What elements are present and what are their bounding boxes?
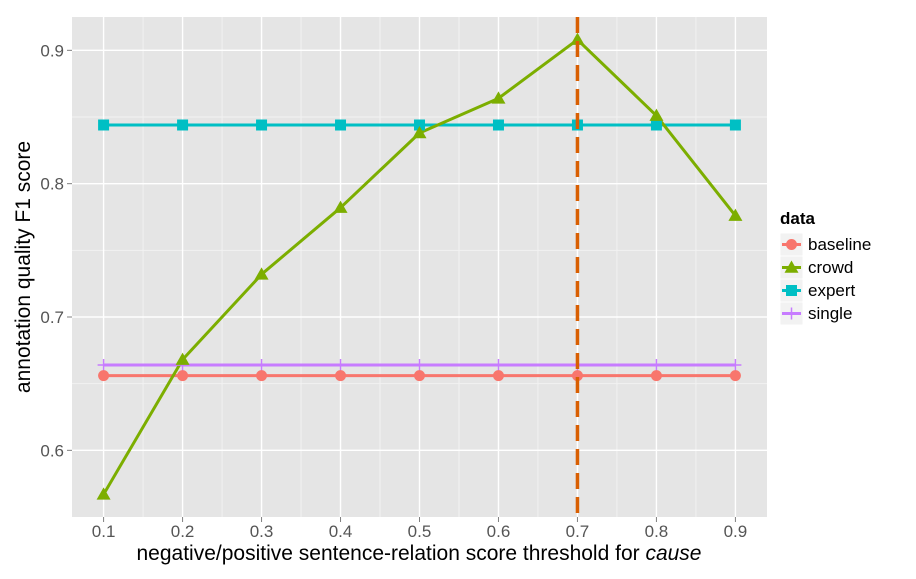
point-baseline [650, 370, 662, 382]
y-tick-label: 0.9 [40, 41, 64, 60]
series-points [96, 32, 743, 500]
point-baseline [335, 370, 347, 382]
point-crowd [728, 208, 743, 221]
legend-key-marker [786, 285, 797, 296]
point-expert [335, 119, 347, 131]
point-expert [256, 119, 268, 131]
point-single [97, 359, 110, 371]
y-tick-label: 0.8 [40, 175, 64, 194]
point-single [255, 359, 268, 371]
x-tick-label: 0.9 [724, 522, 748, 541]
x-tick-label: 0.4 [329, 522, 353, 541]
point-baseline [98, 370, 110, 382]
x-axis: 0.1 0.2 0.3 0.4 0.5 0.6 0.7 0.8 0.9 [92, 517, 747, 541]
legend-key-marker [785, 307, 798, 320]
legend-key-expert [779, 278, 804, 303]
point-expert [177, 119, 189, 131]
point-baseline [414, 370, 425, 382]
point-single [492, 359, 505, 371]
legend-key-marker [784, 260, 799, 273]
legend-label-baseline: baseline [808, 235, 871, 254]
point-crowd [175, 352, 190, 365]
legend-key-marker [786, 239, 797, 250]
x-axis-title-main: negative/positive sentence-relation scor… [137, 542, 646, 565]
point-baseline [256, 370, 268, 382]
point-crowd [649, 108, 664, 121]
point-baseline [492, 370, 504, 382]
point-single [729, 359, 742, 371]
point-baseline [571, 370, 583, 382]
y-tick-label: 0.7 [40, 308, 64, 327]
point-expert [729, 119, 741, 131]
point-single [413, 359, 426, 371]
legend-key-crowd [779, 255, 804, 280]
point-crowd [254, 267, 269, 280]
y-tick-label: 0.6 [40, 441, 64, 460]
x-axis-title-italic: cause [645, 542, 701, 565]
legend-label-single: single [808, 304, 852, 323]
point-expert [650, 119, 662, 131]
point-crowd [412, 126, 427, 139]
legend-label-expert: expert [808, 281, 856, 300]
point-expert [98, 119, 110, 131]
legend-key-single [779, 301, 804, 326]
point-single [334, 359, 347, 371]
point-single [650, 359, 663, 371]
legend-label-crowd: crowd [808, 258, 853, 277]
point-crowd [333, 200, 348, 213]
x-tick-label: 0.3 [250, 522, 274, 541]
x-tick-label: 0.7 [566, 522, 590, 541]
legend: baseline crowd expert single [779, 232, 871, 326]
x-tick-label: 0.8 [645, 522, 669, 541]
legend-title: data [780, 209, 816, 228]
point-baseline [177, 370, 189, 382]
point-crowd [570, 32, 585, 45]
legend-key-baseline [779, 232, 804, 257]
y-axis: 0.6 0.7 0.8 0.9 [40, 41, 72, 460]
point-expert [414, 119, 425, 131]
point-expert [492, 119, 504, 131]
x-tick-label: 0.2 [171, 522, 195, 541]
y-axis-title: annotation quality F1 score [12, 141, 35, 393]
x-tick-label: 0.5 [408, 522, 432, 541]
point-baseline [729, 370, 741, 382]
x-tick-label: 0.1 [92, 522, 116, 541]
x-axis-title: negative/positive sentence-relation scor… [137, 542, 702, 565]
x-tick-label: 0.6 [487, 522, 511, 541]
point-crowd [491, 91, 506, 104]
point-crowd [96, 487, 111, 500]
